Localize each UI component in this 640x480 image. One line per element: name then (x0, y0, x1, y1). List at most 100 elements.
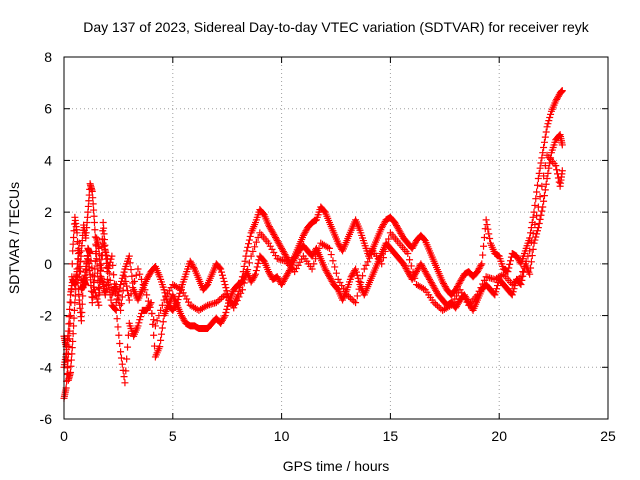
data-point (131, 277, 139, 285)
data-point (378, 260, 386, 268)
data-point (526, 247, 534, 255)
data-point (219, 274, 227, 282)
data-point (241, 257, 249, 265)
data-point (292, 265, 300, 273)
data-point (90, 286, 98, 294)
y-tick-label: 2 (44, 204, 52, 220)
data-point (240, 262, 248, 270)
data-point (558, 167, 566, 175)
data-point (70, 322, 78, 330)
data-point (350, 297, 358, 305)
data-point (82, 273, 90, 281)
data-point (253, 263, 261, 271)
data-point (247, 252, 255, 260)
data-point (538, 182, 546, 190)
y-axis-label: SDTVAR / TECUs (6, 182, 22, 294)
data-point (534, 175, 542, 183)
data-point (543, 123, 551, 131)
data-point (127, 266, 135, 274)
data-point (329, 257, 337, 265)
data-point (527, 264, 535, 272)
data-point (150, 316, 158, 324)
data-point (547, 110, 555, 118)
data-point (526, 270, 534, 278)
x-tick-label: 15 (383, 428, 399, 444)
x-tick-label: 25 (600, 428, 616, 444)
data-point (245, 259, 253, 267)
data-point (544, 169, 552, 177)
data-point (532, 233, 540, 241)
data-point (190, 263, 198, 271)
data-point (139, 281, 147, 289)
data-point (104, 255, 112, 263)
data-point (141, 286, 149, 294)
data-point (144, 297, 152, 305)
data-point (110, 271, 118, 279)
data-point (242, 272, 250, 280)
data-point (251, 243, 259, 251)
data-point (132, 271, 140, 279)
data-point (480, 276, 488, 284)
y-tick-label: -6 (40, 411, 53, 427)
data-point (117, 300, 125, 308)
data-point (220, 277, 228, 285)
data-point (381, 247, 389, 255)
chart-title: Day 137 of 2023, Sidereal Day-to-day VTE… (83, 19, 589, 35)
data-point (146, 303, 154, 311)
data-point (90, 278, 98, 286)
data-point (151, 322, 159, 330)
data-point (90, 218, 98, 226)
data-point (221, 312, 229, 320)
data-point (124, 331, 132, 339)
y-tick-label: 8 (44, 49, 52, 65)
data-point (70, 233, 78, 241)
data-point (362, 261, 370, 269)
data-point (120, 268, 128, 276)
data-point (66, 305, 74, 313)
data-point (506, 260, 514, 268)
data-point (266, 242, 274, 250)
data-point (544, 120, 552, 128)
data-point (244, 266, 252, 274)
data-point (406, 256, 414, 264)
data-point (540, 197, 548, 205)
data-point (251, 270, 259, 278)
data-point (355, 285, 363, 293)
x-tick-label: 20 (491, 428, 507, 444)
data-point (89, 271, 97, 279)
data-point (90, 206, 98, 214)
data-point (156, 343, 164, 351)
data-point (477, 261, 485, 269)
data-point (509, 288, 517, 296)
data-point (244, 243, 252, 251)
data-point (107, 296, 115, 304)
series-sdtvar-trace-a (60, 87, 566, 402)
data-point (404, 250, 412, 258)
data-point (533, 181, 541, 189)
data-point (231, 300, 239, 308)
data-point (483, 221, 491, 229)
data-point (97, 264, 105, 272)
data-point (268, 245, 276, 253)
x-tick-label: 10 (274, 428, 290, 444)
y-tick-label: 6 (44, 101, 52, 117)
data-point (91, 265, 99, 273)
data-point (120, 373, 128, 381)
data-point (433, 302, 441, 310)
data-point (183, 295, 191, 303)
data-point (238, 286, 246, 294)
data-point (252, 267, 260, 275)
data-point (538, 207, 546, 215)
data-point (354, 274, 362, 282)
data-point (352, 299, 360, 307)
data-point (137, 313, 145, 321)
data-point (143, 291, 151, 299)
data-point (480, 233, 488, 241)
data-point (212, 299, 220, 307)
data-point (73, 229, 81, 237)
data-point (352, 265, 360, 273)
data-point (75, 264, 83, 272)
data-point (360, 265, 368, 273)
data-point (104, 262, 112, 270)
data-point (530, 208, 538, 216)
